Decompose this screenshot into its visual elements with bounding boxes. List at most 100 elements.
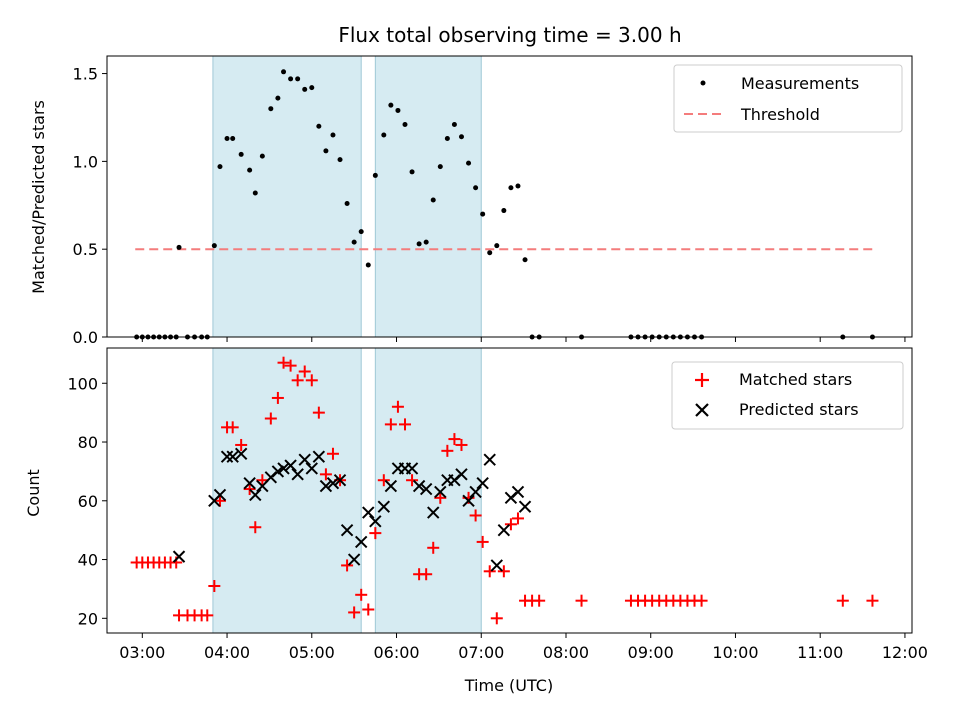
matched-star-point (695, 594, 708, 607)
top-panel: 0.0 0.5 1.0 1.5 Matched/Predicted stars Mea… (29, 55, 913, 347)
top-xticks (141, 337, 906, 342)
top-legend: Measurements Threshold (673, 64, 903, 133)
matched-star-point (243, 483, 256, 496)
x-tick-label: 03:00 (119, 643, 165, 662)
predicted-star-point (490, 559, 503, 572)
measurement-point (224, 136, 230, 142)
matched-star-point (455, 438, 468, 451)
matched-star-point (420, 568, 433, 581)
top-shaded-regions (212, 55, 482, 338)
y-tick-label: 1.0 (73, 152, 98, 171)
matched-star-point (476, 535, 489, 548)
measurement-point (344, 201, 350, 207)
bottom-legend: Matched stars Predicted stars (671, 361, 904, 430)
bottom-xlabel: Time (UTC) (464, 676, 553, 695)
measurement-point (323, 148, 329, 154)
predicted-star-point (384, 479, 398, 493)
predicted-star-point (497, 523, 511, 537)
measurement-point (501, 208, 507, 214)
measurement-point (409, 169, 415, 175)
matched-star-point (213, 494, 226, 507)
matched-star-point (448, 433, 461, 446)
top-yticks: 0.0 0.5 1.0 1.5 (73, 65, 107, 347)
measurement-point (275, 95, 281, 101)
measurement-point (302, 86, 308, 92)
measurement-point (365, 262, 371, 268)
measurement-point (423, 239, 429, 245)
matched-star-point (341, 559, 354, 572)
predicted-star-point (362, 506, 375, 519)
observing-window-2 (374, 55, 482, 338)
legend-predicted-label: Predicted stars (739, 400, 859, 419)
predicted-star-point (249, 488, 262, 502)
measurement-point (458, 134, 464, 140)
matched-star-point (348, 606, 361, 619)
matched-star-point (490, 612, 503, 625)
predicted-star-point (291, 468, 304, 481)
matched-star-point (384, 418, 397, 431)
matched-star-point (427, 541, 440, 554)
measurement-point (437, 164, 443, 170)
y-tick-label: 20 (78, 609, 98, 628)
legend-predicted-marker (695, 403, 709, 417)
predicted-star-point (455, 468, 468, 481)
measurement-point (316, 123, 322, 129)
measurement-point (268, 106, 274, 112)
measurement-point (358, 229, 364, 235)
predicted-star-point (226, 450, 239, 463)
x-tick-label: 10:00 (712, 643, 758, 662)
predicted-star-point (427, 506, 440, 519)
matched-star-point (312, 406, 325, 419)
measurement-point (430, 197, 436, 203)
bottom-legend-box (671, 361, 904, 430)
matched-star-point (256, 474, 269, 487)
matched-star-point (298, 365, 311, 378)
predicted-star-point (213, 488, 227, 502)
legend-measurements-label: Measurements (741, 74, 859, 93)
measurement-point (217, 164, 223, 170)
measurement-point (247, 167, 253, 173)
bottom-axes-frame (106, 347, 913, 634)
matched-star-point (434, 491, 447, 504)
matched-star-point (305, 374, 318, 387)
y-tick-label: 40 (78, 551, 98, 570)
predicted-star-point (511, 485, 525, 499)
measurement-point (480, 211, 486, 217)
matched-star-point (326, 447, 339, 460)
measurement-point (515, 183, 521, 189)
x-tick-label: 12:00 (882, 643, 928, 662)
measurement-point (330, 132, 336, 138)
matched-star-points (130, 356, 879, 625)
measurement-point (176, 244, 182, 250)
x-tick-label: 11:00 (797, 643, 843, 662)
matched-star-point (271, 391, 284, 404)
measurement-point (309, 85, 315, 91)
matched-star-point (511, 512, 524, 525)
matched-star-point (391, 400, 404, 413)
matched-star-point (575, 594, 588, 607)
measurement-point (444, 136, 450, 142)
legend-matched-label: Matched stars (739, 370, 852, 389)
matched-star-point (291, 374, 304, 387)
x-tick-label: 04:00 (204, 643, 250, 662)
predicted-star-point (347, 553, 361, 566)
x-tick-label: 06:00 (373, 643, 419, 662)
top-axes-frame (106, 55, 913, 338)
matched-star-point (226, 421, 239, 434)
matched-star-point (277, 356, 290, 369)
bottom-xticks: 03:00 04:00 05:00 06:00 07:00 08:00 09:00 10:00… (119, 633, 928, 662)
matched-star-point (369, 527, 382, 540)
measurement-point (351, 239, 357, 245)
matched-star-point (469, 509, 482, 522)
measurement-point (252, 190, 258, 196)
predicted-star-point (326, 476, 340, 490)
measurement-point (211, 243, 217, 249)
predicted-star-point (234, 447, 248, 460)
x-tick-label: 08:00 (543, 643, 589, 662)
matched-star-point (249, 521, 262, 534)
matched-star-point (504, 518, 517, 531)
matched-star-point (866, 594, 879, 607)
matched-star-point (264, 412, 277, 425)
measurement-point (508, 185, 514, 191)
x-tick-label: 09:00 (628, 643, 674, 662)
